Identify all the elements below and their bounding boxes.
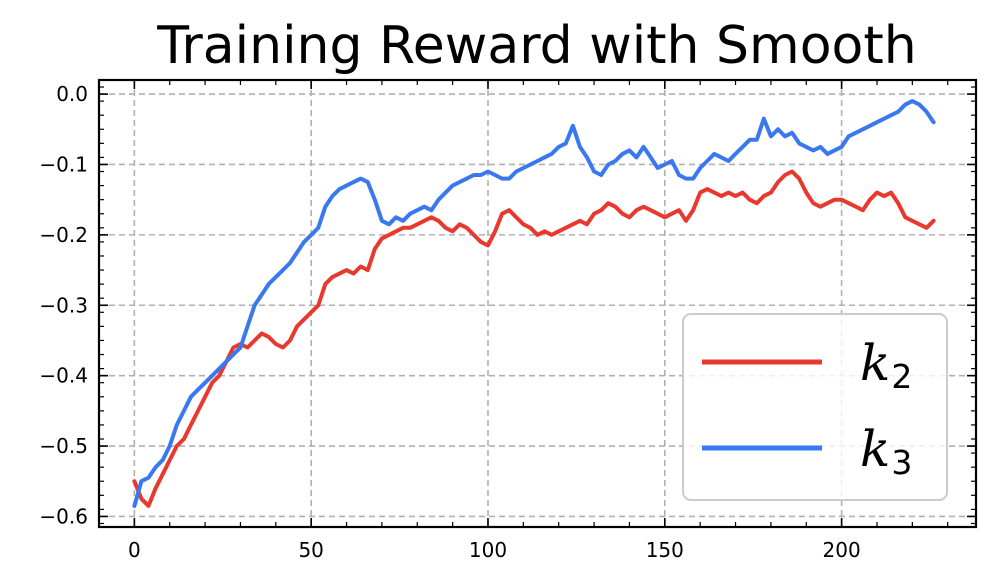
x-tick-label: 50	[298, 538, 323, 562]
y-tick-label: −0.2	[39, 223, 88, 247]
y-tick-label: −0.6	[39, 504, 88, 528]
x-tick-label: 200	[823, 538, 861, 562]
chart-title: Training Reward with Smooth	[156, 16, 916, 76]
y-tick-label: 0.0	[56, 82, 88, 106]
x-tick-label: 150	[646, 538, 684, 562]
legend-label-k2-subscript: 2	[891, 357, 912, 396]
x-tick-label: 0	[128, 538, 141, 562]
x-tick-label: 100	[469, 538, 507, 562]
y-tick-label: −0.4	[39, 364, 88, 388]
y-tick-label: −0.5	[39, 434, 88, 458]
series-line-k3	[132, 99, 936, 508]
legend-label-k3: k3	[860, 420, 912, 482]
y-tick-label: −0.1	[39, 152, 88, 176]
legend-label-k3-subscript: 3	[891, 443, 912, 482]
legend-label-k2: k2	[860, 334, 912, 396]
legend-label-k2-main: k	[860, 334, 890, 392]
plot-frame	[97, 78, 978, 529]
axis-ticks: 0 50 100 150 200 0.0 −0.1 −0.2 −0.3 −0.4 −0.5 −0.6	[39, 80, 976, 562]
legend: k2 k3	[682, 313, 948, 501]
legend-label-k3-main: k	[860, 420, 890, 478]
series-line-k2	[132, 169, 936, 508]
y-tick-label: −0.3	[39, 293, 88, 317]
series-lines	[132, 99, 936, 508]
